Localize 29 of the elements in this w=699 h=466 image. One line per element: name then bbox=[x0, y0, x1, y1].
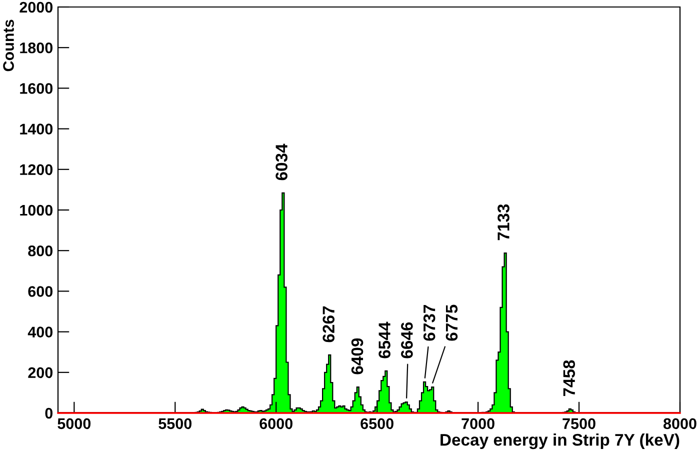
y-tick-label: 0 bbox=[45, 408, 53, 419]
x-tick-label: 5500 bbox=[158, 418, 192, 430]
y-tick-label: 1200 bbox=[20, 164, 53, 176]
y-tick-label: 1600 bbox=[20, 83, 53, 94]
y-tick-label: 1800 bbox=[20, 42, 53, 54]
x-tick-label: 5000 bbox=[58, 418, 91, 430]
x-tick-label: 6500 bbox=[360, 418, 394, 430]
x-tick-label: 6000 bbox=[260, 418, 292, 430]
y-tick-label: 800 bbox=[28, 245, 53, 256]
x-tick-label: 7500 bbox=[562, 418, 596, 430]
annotation: 6409 bbox=[351, 338, 364, 374]
y-tick-label: 600 bbox=[28, 286, 53, 297]
y-tick-label: 1400 bbox=[20, 124, 53, 134]
y-tick-label: 200 bbox=[28, 367, 53, 378]
annotation: 7133 bbox=[498, 204, 510, 240]
x-tick-label: 8000 bbox=[663, 418, 696, 430]
x-tick-label: 7000 bbox=[462, 418, 494, 430]
y-axis-title: Counts bbox=[3, 20, 14, 72]
annotation: 6267 bbox=[322, 306, 334, 342]
annotation: 6775 bbox=[446, 304, 458, 341]
annotation: 6646 bbox=[401, 322, 413, 358]
y-tick-label: 1000 bbox=[20, 204, 53, 216]
annotation: 6034 bbox=[276, 144, 288, 180]
annotation: 6737 bbox=[423, 304, 436, 341]
y-tick-label: 400 bbox=[28, 326, 53, 338]
annotation: 7458 bbox=[563, 360, 576, 396]
y-tick-label: 2000 bbox=[20, 2, 53, 13]
annotation: 6544 bbox=[378, 322, 390, 358]
x-axis-title: Decay energy in Strip 7Y (keV) bbox=[440, 433, 680, 450]
